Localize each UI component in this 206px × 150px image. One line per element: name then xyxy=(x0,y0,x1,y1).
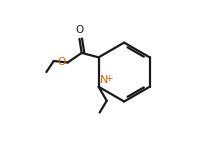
Text: +: + xyxy=(105,74,112,83)
Text: O: O xyxy=(75,24,83,34)
Text: N: N xyxy=(99,75,108,85)
Text: O: O xyxy=(57,57,66,67)
